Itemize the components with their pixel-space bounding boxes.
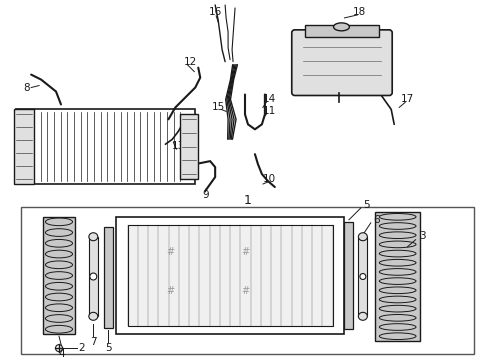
Ellipse shape: [360, 274, 366, 279]
Text: 3: 3: [419, 231, 426, 241]
Text: 2: 2: [78, 343, 85, 353]
Bar: [43, 217, 75, 334]
Text: 13: 13: [172, 141, 185, 151]
Ellipse shape: [55, 345, 63, 352]
Text: 4: 4: [59, 349, 65, 359]
Text: 12: 12: [184, 57, 197, 67]
Text: 5: 5: [105, 343, 112, 353]
Ellipse shape: [358, 312, 368, 320]
Text: 5: 5: [364, 200, 370, 210]
Ellipse shape: [334, 23, 349, 31]
Bar: [358, 237, 368, 316]
Bar: [180, 114, 198, 179]
Bar: [16, 109, 196, 184]
Text: 17: 17: [400, 94, 414, 104]
Text: #: #: [166, 287, 174, 296]
Ellipse shape: [89, 233, 98, 241]
Text: 6: 6: [373, 215, 380, 225]
Bar: [344, 222, 353, 329]
Text: 8: 8: [23, 82, 29, 93]
Ellipse shape: [90, 273, 97, 280]
Bar: [104, 227, 113, 328]
Bar: [14, 109, 34, 184]
Bar: [89, 237, 98, 316]
Text: 10: 10: [263, 174, 276, 184]
Bar: [127, 225, 333, 326]
Text: 15: 15: [212, 103, 225, 112]
Text: 7: 7: [90, 337, 97, 347]
Text: #: #: [166, 247, 174, 257]
Text: 14: 14: [263, 94, 276, 104]
Text: 11: 11: [263, 107, 276, 116]
Text: 9: 9: [202, 190, 209, 200]
Text: 16: 16: [209, 7, 222, 17]
Text: #: #: [241, 287, 249, 296]
Ellipse shape: [358, 233, 368, 241]
Text: #: #: [241, 247, 249, 257]
Bar: [21, 207, 474, 354]
Text: 18: 18: [353, 7, 366, 17]
FancyBboxPatch shape: [292, 30, 392, 95]
Bar: [375, 212, 420, 341]
Text: 1: 1: [244, 194, 251, 207]
Ellipse shape: [89, 312, 98, 320]
Bar: [305, 25, 379, 37]
Bar: [116, 217, 344, 334]
